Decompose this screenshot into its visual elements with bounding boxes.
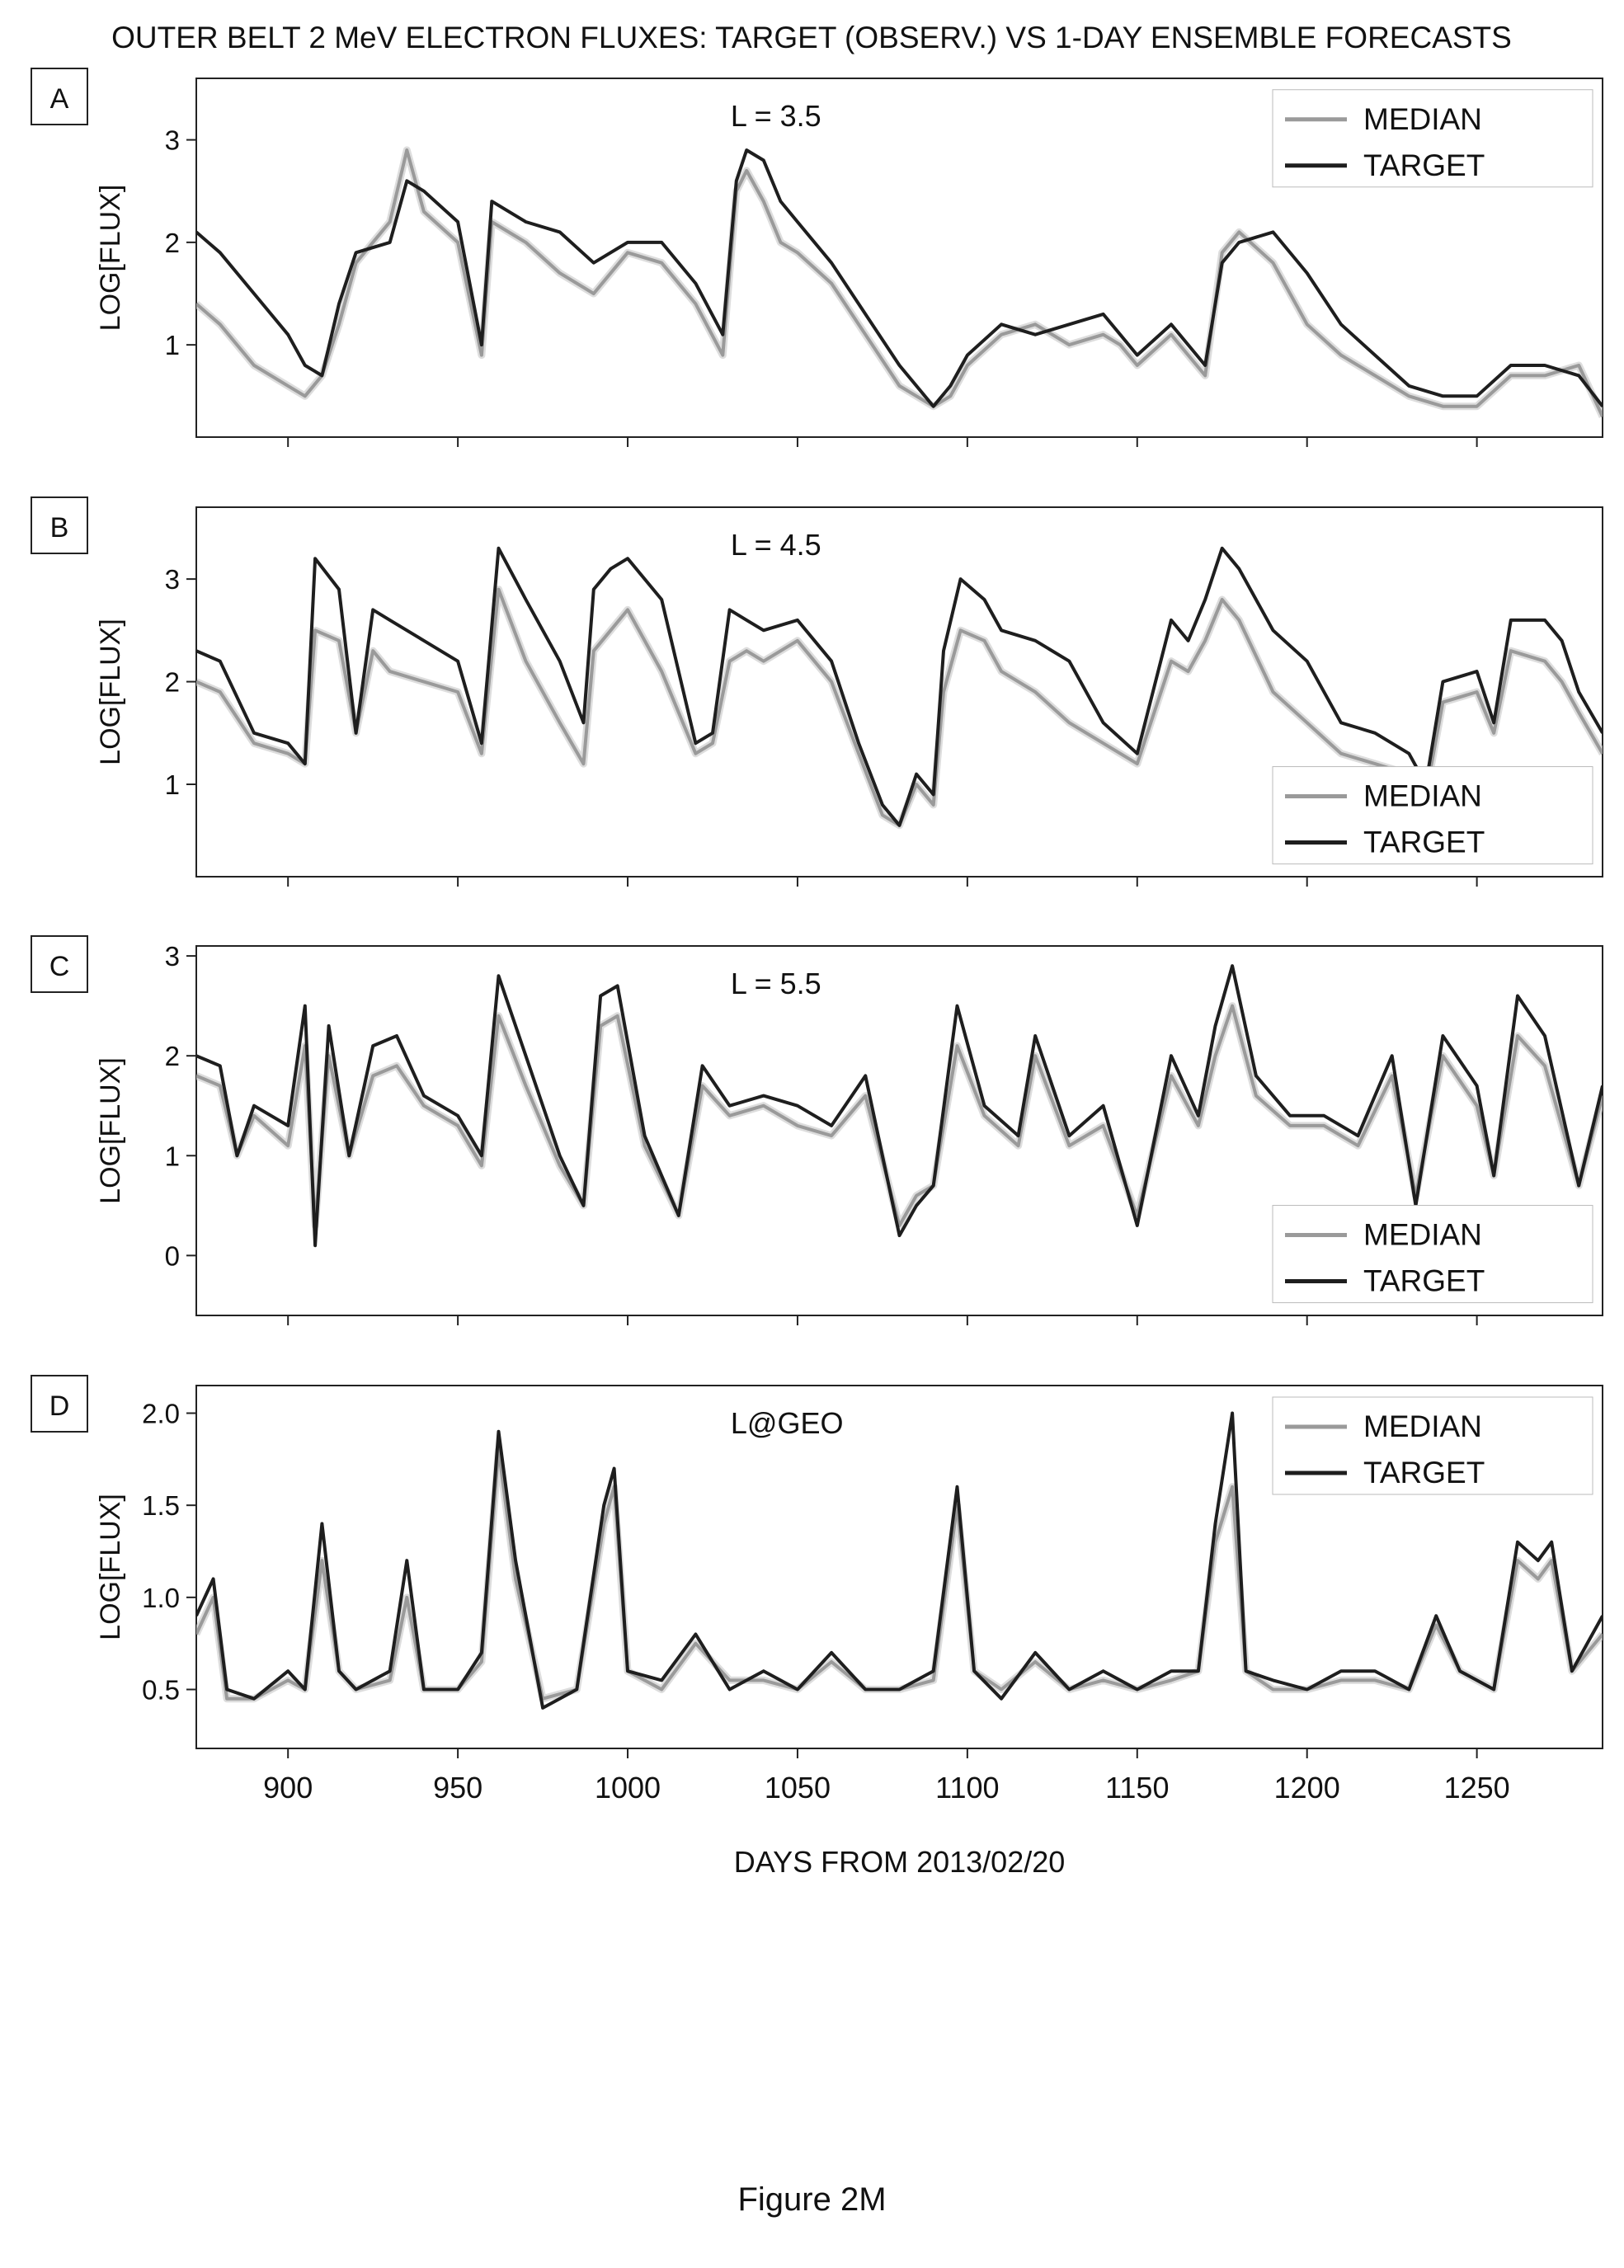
legend-label-target: TARGET xyxy=(1363,826,1485,859)
panel-label: C xyxy=(49,951,70,982)
x-tick-label: 1200 xyxy=(1274,1771,1340,1805)
plot-area xyxy=(196,146,1603,418)
y-tick-label: 3 xyxy=(165,125,180,156)
y-axis-label: LOG[FLUX] xyxy=(95,1494,126,1640)
y-tick-label: 1 xyxy=(165,330,180,360)
y-tick-label: 2.0 xyxy=(142,1399,180,1429)
y-tick-label: 3 xyxy=(165,941,180,972)
x-tick-label: 1150 xyxy=(1105,1771,1169,1805)
series-line-target xyxy=(196,1411,1603,1710)
legend: MEDIAN TARGET xyxy=(1272,1205,1593,1304)
x-tick-label: 900 xyxy=(263,1771,313,1805)
legend: MEDIAN TARGET xyxy=(1272,1396,1593,1495)
y-tick-label: 0.5 xyxy=(142,1675,180,1706)
y-tick-label: 1 xyxy=(165,769,180,800)
legend-label-median: MEDIAN xyxy=(1363,779,1482,813)
figure-caption: Figure 2M xyxy=(737,2181,887,2218)
figure-title: OUTER BELT 2 MeV ELECTRON FLUXES: TARGET… xyxy=(111,21,1512,54)
x-axis-label: DAYS FROM 2013/02/20 xyxy=(734,1845,1066,1879)
panel-label-box xyxy=(31,496,88,554)
panel-label-box xyxy=(31,935,88,993)
y-tick-label: 1 xyxy=(165,1141,180,1171)
panel-c: C LOG[FLUX] 0 1 2 3 L = 5.5 MEDIAN TARGET xyxy=(31,935,1603,1325)
x-tick-label: 1100 xyxy=(935,1771,999,1805)
panel-a: A LOG[FLUX] 1 2 3 L = 3.5 MEDIAN TARGET xyxy=(31,68,1603,447)
y-tick-label: 2 xyxy=(165,667,180,698)
panel-label-box xyxy=(31,68,88,125)
legend: MEDIAN TARGET xyxy=(1272,766,1593,865)
x-tick-label: 1050 xyxy=(765,1771,831,1805)
ensemble-spread xyxy=(196,146,1603,418)
legend-label-median: MEDIAN xyxy=(1363,102,1482,136)
y-tick-label: 2 xyxy=(165,1041,180,1071)
series-line-target xyxy=(196,546,1603,827)
legend-box xyxy=(1272,89,1593,188)
panel-annotation: L = 3.5 xyxy=(731,99,821,133)
y-tick-label: 2 xyxy=(165,228,180,258)
series-line-median xyxy=(196,148,1603,417)
x-tick-label: 1000 xyxy=(595,1771,661,1805)
legend-label-target: TARGET xyxy=(1363,1456,1485,1489)
legend-label-median: MEDIAN xyxy=(1363,1218,1482,1252)
plot-frame xyxy=(195,78,1603,438)
plot-area xyxy=(196,1411,1603,1710)
panel-annotation: L = 4.5 xyxy=(731,528,821,562)
legend: MEDIAN TARGET xyxy=(1272,89,1593,188)
legend-label-target: TARGET xyxy=(1363,148,1485,182)
series-line-target xyxy=(196,964,1603,1248)
y-tick-label: 0 xyxy=(165,1240,180,1271)
x-tick-label: 950 xyxy=(433,1771,482,1805)
legend-box xyxy=(1272,766,1593,865)
x-tick-label: 1250 xyxy=(1444,1771,1510,1805)
y-axis-label: LOG[FLUX] xyxy=(95,185,126,332)
y-tick-label: 1.5 xyxy=(142,1490,180,1521)
legend-label-median: MEDIAN xyxy=(1363,1409,1482,1443)
panel-annotation: L@GEO xyxy=(731,1406,844,1440)
panel-b: B LOG[FLUX] 1 2 3 L = 4.5 MEDIAN TARGET xyxy=(31,496,1603,887)
y-axis-label: LOG[FLUX] xyxy=(95,619,126,765)
legend-box xyxy=(1272,1396,1593,1495)
y-tick-label: 1.0 xyxy=(142,1583,180,1613)
ensemble-spread xyxy=(196,1002,1603,1230)
legend-label-target: TARGET xyxy=(1363,1264,1485,1298)
chart-panels: A LOG[FLUX] 1 2 3 L = 3.5 MEDIAN TARGET B LOG[FLU… xyxy=(31,68,1603,1879)
plot-area xyxy=(196,964,1603,1248)
panel-label: D xyxy=(49,1390,70,1422)
panel-label: B xyxy=(50,512,69,543)
panel-label: A xyxy=(50,83,69,115)
plot-frame xyxy=(195,1385,1603,1749)
legend-box xyxy=(1272,1205,1593,1304)
y-tick-label: 3 xyxy=(165,564,180,595)
y-axis-label: LOG[FLUX] xyxy=(95,1057,126,1204)
series-line-median xyxy=(196,587,1603,827)
series-line-target xyxy=(196,148,1603,408)
plot-frame xyxy=(195,506,1603,878)
plot-frame xyxy=(195,945,1603,1316)
plot-area xyxy=(196,546,1603,830)
panel-label-box xyxy=(31,1375,88,1433)
series-line-median xyxy=(196,1004,1603,1227)
panel-d: D LOG[FLUX] 0.5 1.0 1.5 2.0 900 950 1000 1050 1100… xyxy=(31,1375,1603,1879)
panel-annotation: L = 5.5 xyxy=(731,967,821,1000)
